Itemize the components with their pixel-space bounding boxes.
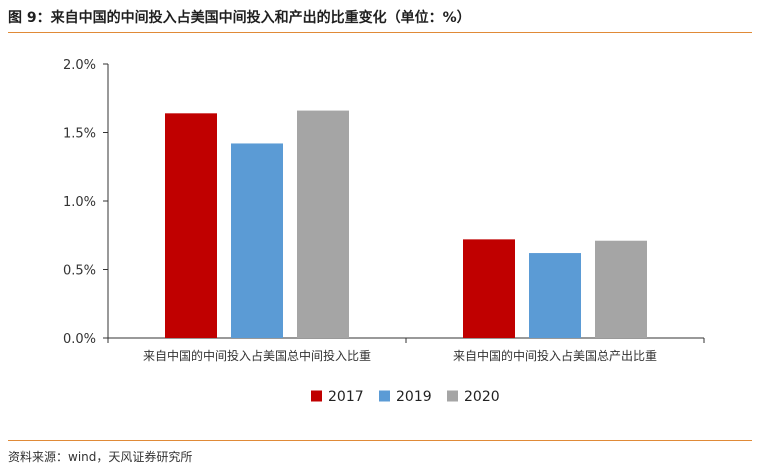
legend-label-2019: 2019 <box>396 389 432 405</box>
y-tick-label: 1.0% <box>63 195 96 210</box>
source-divider <box>8 440 752 441</box>
bar-2019 <box>231 143 283 338</box>
bar-2017 <box>463 239 515 338</box>
legend-swatch-2019 <box>379 390 390 402</box>
bar-2020 <box>297 110 349 338</box>
x-category-label: 来自中国的中间投入占美国总中间投入比重 <box>143 348 371 363</box>
bar-2020 <box>595 240 647 338</box>
x-category-label: 来自中国的中间投入占美国总产出比重 <box>453 348 657 363</box>
bar-chart: 0.0% 0.5% 1.0% 1.5% 2.0% 来自中国的中间投入占美国总中间投入比重 来… <box>63 58 705 405</box>
bar-2019 <box>529 253 581 338</box>
legend-swatch-2020 <box>447 390 458 402</box>
legend-swatch-2017 <box>311 390 322 402</box>
bar-2017 <box>165 113 217 338</box>
figure-title: 图 9：来自中国的中间投入占美国中间投入和产出的比重变化（单位：%） <box>8 10 471 26</box>
y-tick-label: 1.5% <box>63 127 96 142</box>
y-tick-label: 0.5% <box>63 264 96 279</box>
title-divider <box>8 32 752 33</box>
y-tick-label: 0.0% <box>63 332 96 347</box>
y-tick-label: 2.0% <box>63 58 96 73</box>
legend-label-2017: 2017 <box>328 389 364 405</box>
legend-label-2020: 2020 <box>464 389 500 405</box>
source-note: 资料来源：wind，天风证券研究所 <box>8 450 193 464</box>
